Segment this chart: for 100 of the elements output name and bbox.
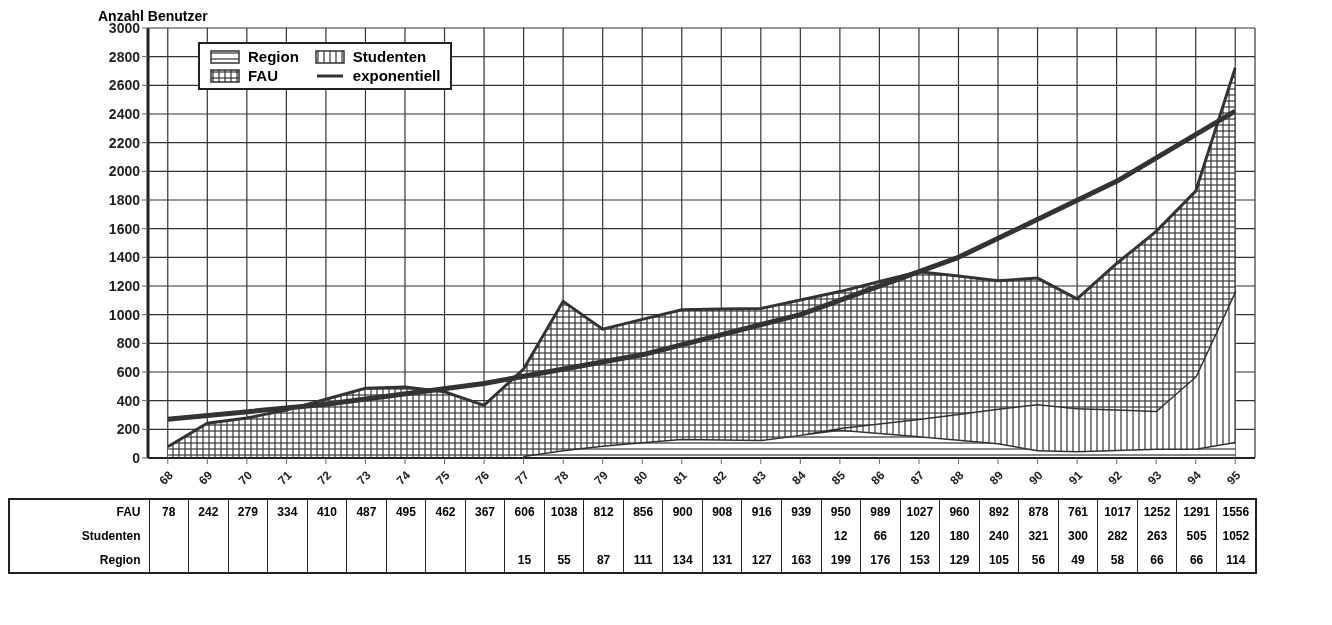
data-label: 127 (741, 548, 782, 573)
data-label: 321 (1018, 524, 1059, 548)
x-tick-label: 95 (1224, 468, 1244, 488)
y-tick-label: 600 (116, 363, 141, 380)
data-label: 131 (702, 548, 742, 573)
data-label: 66 (860, 524, 901, 548)
data-label: 908 (702, 499, 742, 524)
x-tick-label: 80 (631, 468, 651, 488)
x-tick-label: 73 (354, 468, 374, 488)
data-label: 410 (307, 499, 347, 524)
y-tick-label: 1400 (108, 249, 141, 266)
x-tick-label: 85 (828, 468, 849, 488)
legend-label: FAU (248, 67, 278, 84)
data-label: 120 (900, 524, 940, 548)
data-label: 242 (188, 499, 229, 524)
x-tick-label: 93 (1144, 468, 1165, 488)
data-label: 878 (1018, 499, 1059, 524)
legend-label: exponentiell (352, 67, 441, 84)
data-label: 15 (504, 548, 545, 573)
data-label: 1038 (544, 499, 584, 524)
data-label: 367 (465, 499, 505, 524)
text: Region (99, 553, 141, 567)
data-label: 176 (860, 548, 901, 573)
data-label: 300 (1058, 524, 1098, 548)
y-tick-label: 800 (116, 335, 141, 352)
data-label: 495 (386, 499, 426, 524)
data-label: 12 (821, 524, 861, 548)
data-label: 66 (1176, 548, 1217, 573)
y-tick-label: 0 (132, 449, 141, 466)
data-label: 114 (1216, 548, 1256, 573)
data-label: 900 (662, 499, 703, 524)
data-label: 78 (149, 499, 189, 524)
x-tick-label: 77 (512, 468, 532, 488)
y-tick-label: 2600 (108, 77, 141, 94)
legend-label: Studenten (352, 48, 427, 65)
x-tick-label: 69 (196, 468, 216, 488)
x-tick-label: 70 (235, 468, 256, 488)
x-tick-label: 81 (670, 468, 691, 488)
data-label: 487 (346, 499, 387, 524)
data-label: 334 (267, 499, 308, 524)
data-label: 163 (781, 548, 822, 573)
y-tick-label: 1800 (108, 191, 141, 208)
data-label: 1017 (1097, 499, 1138, 524)
x-tick-label: 94 (1184, 468, 1205, 488)
data-label: 56 (1018, 548, 1059, 573)
data-label: 134 (662, 548, 703, 573)
data-label: 282 (1097, 524, 1138, 548)
data-label: 606 (504, 499, 545, 524)
x-tick-label: 78 (551, 468, 572, 488)
y-tick-label: 400 (116, 392, 141, 409)
data-label: 129 (939, 548, 980, 573)
data-label: 812 (583, 499, 624, 524)
x-tick-label: 88 (947, 468, 967, 488)
data-label: 180 (939, 524, 980, 548)
data-label: 916 (741, 499, 782, 524)
text: FAU (116, 505, 141, 519)
data-label: 263 (1137, 524, 1177, 548)
data-label: 939 (781, 499, 822, 524)
x-tick-label: 92 (1105, 468, 1125, 488)
data-label: 49 (1058, 548, 1098, 573)
data-label: 950 (821, 499, 861, 524)
data-label: 153 (900, 548, 940, 573)
x-tick-label: 83 (749, 468, 770, 488)
x-tick-label: 82 (710, 468, 730, 488)
legend-label: Region (248, 48, 299, 65)
x-tick-label: 90 (1026, 468, 1046, 488)
x-tick-label: 68 (156, 468, 177, 488)
x-tick-label: 72 (314, 468, 335, 488)
x-tick-label: 75 (433, 468, 453, 488)
data-label: 1291 (1176, 499, 1217, 524)
x-tick-label: 91 (1065, 468, 1086, 488)
data-label: 462 (425, 499, 466, 524)
x-tick-label: 84 (789, 468, 809, 488)
text: Studenten (81, 529, 141, 543)
data-label: 892 (979, 499, 1019, 524)
data-label: 1556 (1216, 499, 1256, 524)
y-tick-label: 1600 (108, 220, 141, 237)
y-tick-label: 2800 (108, 48, 141, 65)
x-tick-label: 76 (472, 468, 493, 488)
data-label: 66 (1137, 548, 1177, 573)
data-label: 199 (821, 548, 861, 573)
data-label: 87 (583, 548, 624, 573)
y-tick-label: 2400 (108, 105, 141, 122)
y-tick-label: 2000 (108, 163, 141, 180)
y-tick-label: 2200 (108, 134, 141, 151)
y-axis-title: Anzahl Benutzer (98, 8, 208, 24)
data-label: 761 (1058, 499, 1098, 524)
data-label: 989 (860, 499, 901, 524)
data-label: 55 (544, 548, 584, 573)
data-label: 111 (623, 548, 663, 573)
data-label: 1052 (1216, 524, 1256, 548)
x-tick-label: 86 (868, 468, 888, 488)
data-label: 58 (1097, 548, 1138, 573)
x-tick-label: 74 (393, 468, 414, 488)
x-tick-label: 79 (591, 468, 612, 488)
data-label: 105 (979, 548, 1019, 573)
data-label: 960 (939, 499, 980, 524)
y-tick-label: 1200 (108, 277, 141, 294)
data-label: 505 (1176, 524, 1217, 548)
data-label: 1252 (1137, 499, 1177, 524)
